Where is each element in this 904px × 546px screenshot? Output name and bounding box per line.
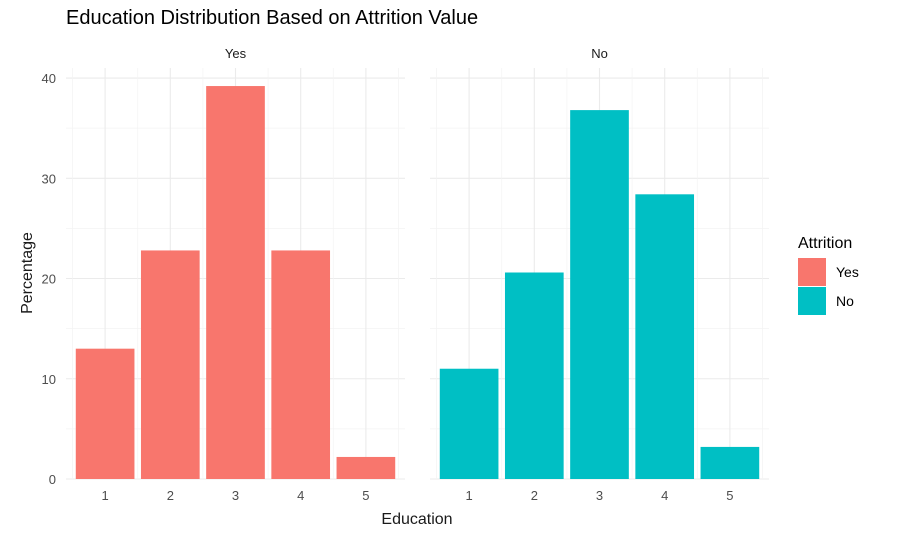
x-tick-label: 3: [232, 488, 239, 503]
y-tick-label: 30: [42, 171, 56, 186]
y-axis-title: Percentage: [19, 232, 36, 314]
x-tick-label: 5: [362, 488, 369, 503]
bar-yes-3: [206, 86, 265, 480]
y-tick-label: 20: [42, 272, 56, 287]
bar-no-3: [570, 110, 629, 479]
legend-label-no: No: [836, 293, 854, 309]
x-tick-label: 2: [531, 488, 538, 503]
legend-key-yes: [798, 258, 826, 286]
bar-no-5: [700, 446, 760, 479]
x-tick-label: 5: [726, 488, 733, 503]
x-tick-label: 3: [596, 488, 603, 503]
facet-strip-label: No: [591, 46, 608, 61]
y-tick-label: 10: [42, 372, 56, 387]
bar-no-2: [504, 272, 564, 479]
facet-panels: Yes 1 2 3 4 5 No 1 2 3 4 5: [66, 46, 769, 503]
y-tick-label: 0: [49, 472, 56, 487]
x-axis-title: Education: [381, 511, 452, 528]
legend-title: Attrition: [798, 235, 852, 252]
x-tick-label: 4: [297, 488, 304, 503]
y-axis-tick-labels: 0 10 20 30 40: [42, 71, 56, 487]
bar-yes-1: [75, 348, 135, 479]
bar-yes-2: [140, 250, 200, 479]
x-tick-label: 4: [661, 488, 668, 503]
chart-title: Education Distribution Based on Attritio…: [66, 7, 478, 29]
facet-strip-label: Yes: [225, 46, 247, 61]
legend-label-yes: Yes: [836, 264, 859, 280]
facet-panel-no: No 1 2 3 4 5: [430, 46, 769, 503]
x-tick-label: 2: [167, 488, 174, 503]
bar-no-4: [635, 194, 695, 479]
y-tick-label: 40: [42, 71, 56, 86]
bar-no-1: [439, 368, 499, 479]
x-tick-label: 1: [465, 488, 472, 503]
legend[interactable]: Attrition Yes No: [798, 235, 859, 315]
bar-yes-4: [271, 250, 331, 479]
facet-panel-yes: Yes 1 2 3 4 5: [66, 46, 405, 503]
bar-yes-5: [336, 456, 396, 479]
x-tick-label: 1: [101, 488, 108, 503]
legend-key-no: [798, 287, 826, 315]
